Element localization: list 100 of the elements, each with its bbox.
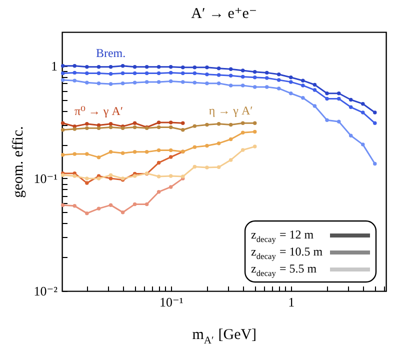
point xyxy=(181,121,185,125)
point xyxy=(168,65,173,69)
chart-title: A′ → e⁺e⁻ xyxy=(191,6,257,22)
point xyxy=(181,66,185,70)
point xyxy=(325,118,329,122)
point xyxy=(168,120,173,124)
point xyxy=(373,162,377,166)
point xyxy=(240,74,245,79)
point xyxy=(120,81,125,86)
point xyxy=(361,102,365,106)
point xyxy=(252,144,257,148)
point xyxy=(144,65,149,69)
point xyxy=(325,96,329,101)
point xyxy=(60,203,65,207)
point xyxy=(265,70,269,75)
point xyxy=(373,121,377,125)
point xyxy=(168,174,173,178)
point xyxy=(85,122,89,126)
point xyxy=(156,160,161,165)
point xyxy=(289,76,293,80)
point xyxy=(312,104,317,108)
point xyxy=(156,80,161,84)
point xyxy=(108,173,113,177)
point xyxy=(108,176,113,180)
point xyxy=(216,73,221,77)
point xyxy=(132,125,137,130)
point xyxy=(265,76,269,80)
point xyxy=(276,72,281,76)
point xyxy=(108,72,113,76)
point xyxy=(168,79,173,84)
point xyxy=(72,70,77,75)
point xyxy=(85,71,89,76)
point xyxy=(228,74,233,78)
point xyxy=(192,124,197,128)
point xyxy=(181,71,185,76)
point xyxy=(156,174,161,178)
point xyxy=(60,64,65,68)
point xyxy=(108,122,113,126)
point xyxy=(120,151,125,155)
point xyxy=(205,72,209,76)
point xyxy=(240,130,245,135)
point xyxy=(85,152,89,156)
point xyxy=(216,141,221,146)
annotation: η → γ A′ xyxy=(208,104,254,118)
point xyxy=(156,148,161,152)
point xyxy=(192,71,197,76)
point xyxy=(156,120,161,124)
point xyxy=(301,96,305,100)
y-tick-label: 10⁻¹ xyxy=(34,170,58,186)
point xyxy=(168,155,173,159)
point xyxy=(96,155,101,160)
point xyxy=(276,86,281,90)
point xyxy=(85,211,89,216)
point xyxy=(168,125,173,130)
point xyxy=(168,70,173,75)
point xyxy=(60,152,65,157)
point xyxy=(216,66,221,70)
point xyxy=(144,80,149,84)
point xyxy=(132,202,137,206)
point xyxy=(228,84,233,88)
point xyxy=(96,65,101,69)
point xyxy=(205,66,209,70)
point xyxy=(132,121,137,125)
point xyxy=(72,64,77,68)
point xyxy=(120,210,125,214)
point xyxy=(72,174,77,178)
point xyxy=(265,85,269,89)
point xyxy=(72,78,77,82)
point xyxy=(228,137,233,142)
point xyxy=(240,148,245,152)
point xyxy=(144,202,149,206)
point xyxy=(144,150,149,154)
y-axis-title: geom. effic. xyxy=(10,126,27,198)
y-tick-label: 1 xyxy=(51,58,58,74)
point xyxy=(108,82,113,86)
point xyxy=(240,121,245,125)
point xyxy=(156,71,161,76)
point xyxy=(60,78,65,82)
annotation: π⁰ → γ A′ xyxy=(74,104,124,118)
point xyxy=(205,144,209,148)
point xyxy=(348,105,353,110)
point xyxy=(168,148,173,152)
point xyxy=(96,176,101,180)
point xyxy=(132,80,137,84)
point xyxy=(361,110,365,114)
point xyxy=(361,142,365,146)
point xyxy=(72,204,77,208)
y-tick-label: 10⁻² xyxy=(34,284,58,298)
point xyxy=(312,88,317,92)
point xyxy=(72,152,77,156)
point xyxy=(348,98,353,102)
point xyxy=(72,127,77,131)
point xyxy=(216,122,221,126)
point xyxy=(108,125,113,130)
point xyxy=(252,130,257,134)
point xyxy=(132,71,137,76)
point xyxy=(348,134,353,138)
point xyxy=(60,128,65,132)
point xyxy=(252,85,257,89)
point xyxy=(336,120,341,124)
